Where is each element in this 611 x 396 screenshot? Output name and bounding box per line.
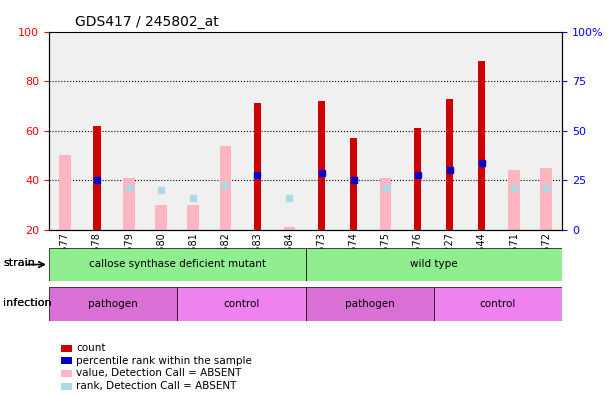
FancyBboxPatch shape [306, 248, 562, 281]
Text: wild type: wild type [410, 259, 458, 269]
Bar [446, 99, 453, 230]
Bar [318, 101, 325, 230]
FancyBboxPatch shape [434, 287, 562, 321]
Text: infection: infection [3, 298, 52, 308]
FancyBboxPatch shape [49, 248, 306, 281]
Bar [380, 178, 392, 230]
Bar [188, 205, 199, 230]
Bar [123, 178, 135, 230]
Text: control: control [480, 299, 516, 309]
Text: control: control [223, 299, 260, 309]
Text: pathogen: pathogen [345, 299, 395, 309]
Text: GDS417 / 245802_at: GDS417 / 245802_at [75, 15, 218, 29]
Bar [414, 128, 422, 230]
Text: callose synthase deficient mutant: callose synthase deficient mutant [89, 259, 266, 269]
Text: strain: strain [3, 258, 35, 268]
Text: rank, Detection Call = ABSENT: rank, Detection Call = ABSENT [76, 381, 236, 391]
FancyBboxPatch shape [306, 287, 434, 321]
Text: infection: infection [3, 298, 52, 308]
Bar [59, 155, 71, 230]
Text: count: count [76, 343, 106, 353]
Text: strain: strain [3, 258, 35, 268]
Bar [219, 145, 231, 230]
Bar [284, 227, 295, 230]
Text: percentile rank within the sample: percentile rank within the sample [76, 356, 252, 366]
Bar [350, 138, 357, 230]
Bar [93, 126, 101, 230]
Bar [508, 170, 520, 230]
FancyBboxPatch shape [177, 287, 306, 321]
Bar [478, 61, 486, 230]
Bar [540, 168, 552, 230]
Text: value, Detection Call = ABSENT: value, Detection Call = ABSENT [76, 368, 242, 379]
Bar [155, 205, 167, 230]
Text: pathogen: pathogen [88, 299, 138, 309]
FancyBboxPatch shape [49, 287, 177, 321]
Bar [254, 103, 261, 230]
